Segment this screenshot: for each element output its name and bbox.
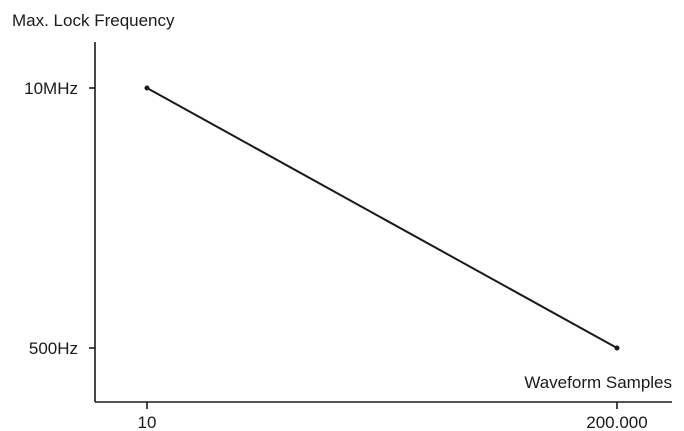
x-tick-label-0: 10 [138,413,157,431]
x-tick-label-1: 200.000 [586,413,647,431]
y-tick-label-1: 500Hz [29,339,78,358]
plot-area: 10 200.000 10MHz 500Hz [24,79,648,431]
y-tick-label-0: 10MHz [24,79,78,98]
data-point-0-1 [614,345,620,351]
data-point-0-0 [144,85,150,91]
y-axis-label: Max. Lock Frequency [12,11,175,30]
x-axis-label: Waveform Samples [524,373,672,392]
series-line-0 [146,87,618,349]
